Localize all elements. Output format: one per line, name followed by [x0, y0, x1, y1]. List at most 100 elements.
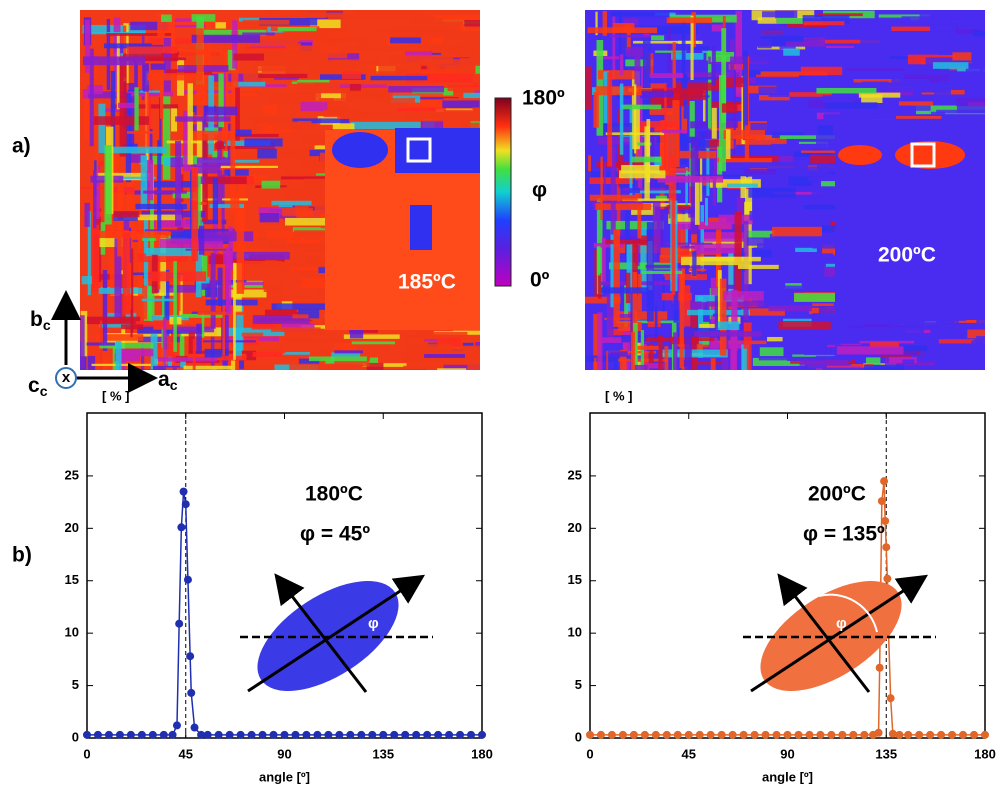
- map-texture: [800, 66, 843, 76]
- map-texture: [114, 353, 140, 362]
- map-texture: [717, 270, 722, 326]
- map-texture: [234, 327, 242, 359]
- map-texture: [115, 91, 173, 97]
- map-texture: [159, 97, 162, 163]
- map-texture: [360, 112, 394, 116]
- map-texture: [774, 343, 807, 351]
- data-point: [258, 730, 267, 739]
- map-texture: [135, 203, 187, 210]
- map-label: 185ºC: [398, 271, 456, 294]
- map-texture: [137, 336, 180, 343]
- map-texture: [610, 35, 657, 38]
- map-texture: [217, 267, 225, 307]
- map-texture: [632, 272, 638, 342]
- map-texture: [177, 228, 235, 232]
- map-texture: [965, 64, 984, 74]
- map-texture: [309, 59, 350, 66]
- data-point: [886, 694, 895, 703]
- map-texture: [84, 19, 91, 73]
- map-texture: [741, 308, 785, 316]
- map-texture: [655, 195, 667, 201]
- map-texture: [836, 346, 904, 355]
- map-texture: [251, 322, 277, 330]
- map-texture: [243, 48, 288, 58]
- data-point: [860, 730, 869, 739]
- map-texture: [333, 59, 379, 64]
- map-texture: [750, 122, 811, 131]
- data-line: [87, 491, 482, 736]
- map-texture: [688, 268, 707, 272]
- map-texture: [781, 52, 795, 62]
- map-texture: [143, 284, 198, 293]
- y-tick-label: 10: [568, 625, 582, 640]
- map-texture: [860, 37, 893, 46]
- map-texture: [610, 11, 670, 17]
- map-texture: [680, 245, 696, 249]
- map-texture: [814, 82, 871, 92]
- map-texture: [171, 230, 203, 238]
- map-texture: [718, 75, 727, 172]
- data-point: [236, 730, 245, 739]
- data-point: [586, 730, 594, 739]
- data-point: [115, 730, 124, 739]
- map-texture: [93, 116, 149, 125]
- map-texture: [172, 366, 177, 370]
- map-texture: [888, 316, 945, 327]
- y-tick-label: 10: [65, 625, 79, 640]
- annotation: φ = 45º: [300, 523, 370, 546]
- map-texture: [403, 351, 422, 357]
- map-texture: [401, 47, 462, 54]
- data-point: [159, 730, 168, 739]
- map-texture: [699, 323, 721, 329]
- map-texture: [254, 56, 320, 65]
- map-texture: [812, 303, 834, 307]
- data-point: [684, 730, 693, 739]
- map-texture: [773, 191, 836, 195]
- map-texture: [708, 140, 728, 147]
- map-texture: [442, 100, 480, 109]
- map-texture: [187, 83, 193, 165]
- map-texture: [982, 122, 985, 132]
- map-texture: [794, 293, 837, 302]
- map-texture: [934, 86, 951, 96]
- map-texture: [452, 11, 480, 17]
- map-texture: [150, 334, 158, 370]
- map-texture: [721, 103, 738, 113]
- map-texture: [792, 166, 831, 175]
- map-texture: [150, 63, 166, 70]
- map-texture: [681, 21, 686, 96]
- panel-label: b): [12, 544, 32, 567]
- map-texture: [755, 330, 824, 335]
- map-texture: [740, 176, 747, 198]
- map-texture: [935, 73, 985, 80]
- map-texture: [673, 82, 725, 91]
- map-texture: [114, 238, 122, 319]
- x-tick-label: 180: [471, 746, 493, 761]
- map-texture: [236, 129, 252, 137]
- map-texture: [305, 68, 351, 72]
- map-texture: [816, 87, 877, 94]
- map-texture: [651, 35, 665, 41]
- map-texture: [456, 31, 480, 36]
- map-texture: [459, 122, 480, 129]
- map-texture: [706, 148, 710, 196]
- map-texture: [708, 217, 727, 226]
- map-texture: [831, 90, 870, 97]
- map-texture: [91, 224, 100, 292]
- data-point: [197, 730, 206, 739]
- map-texture: [800, 169, 862, 176]
- axis-label: x: [62, 369, 71, 386]
- map-texture: [953, 81, 985, 89]
- data-point: [877, 497, 886, 506]
- map-texture: [118, 57, 187, 61]
- map-region: [332, 132, 388, 168]
- map-texture: [224, 52, 229, 135]
- map-texture: [804, 347, 869, 356]
- colorbar-min: 0º: [530, 269, 550, 292]
- map-texture: [162, 95, 171, 180]
- data-point: [172, 721, 181, 730]
- map-texture: [669, 168, 690, 171]
- map-texture: [259, 213, 280, 223]
- map-texture: [297, 270, 318, 277]
